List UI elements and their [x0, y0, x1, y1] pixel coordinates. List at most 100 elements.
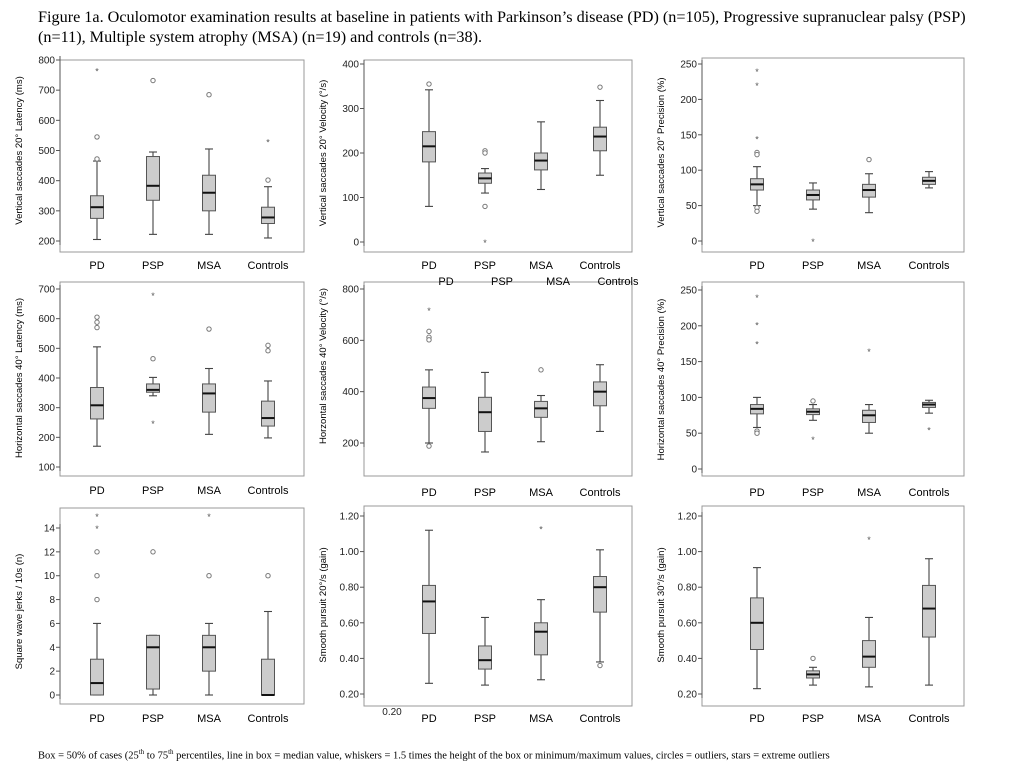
- x-category-label: PSP: [802, 260, 824, 272]
- iqr-box: [90, 386, 104, 420]
- y-tick-label: 800: [38, 56, 55, 67]
- y-tick-label: 200: [342, 439, 359, 450]
- x-category-label: Controls: [909, 260, 950, 272]
- y-tick-label: 100: [342, 193, 359, 204]
- y-tick-label: 1.20: [678, 512, 698, 523]
- footnote-text-3: percentiles, line in box = median value,…: [173, 750, 830, 762]
- x-category-label: MSA: [197, 713, 222, 725]
- x-category-label: PD: [749, 260, 764, 272]
- panel-frame: [701, 281, 965, 477]
- extreme-outlier-star: *: [811, 435, 815, 445]
- footnote-text-2: to 75: [144, 750, 169, 762]
- iqr-box: [422, 584, 436, 634]
- extreme-outlier-star: *: [755, 320, 759, 330]
- extreme-outlier-star: *: [95, 512, 99, 522]
- x-category-label: Controls: [580, 260, 621, 272]
- y-tick-label: 200: [38, 237, 55, 248]
- x-category-label: Controls: [248, 260, 289, 272]
- y-tick-label: 0.80: [678, 583, 698, 594]
- x-category-label: PD: [749, 713, 764, 725]
- figure-footnote: Box = 50% of cases (25th to 75th percent…: [38, 748, 1018, 762]
- extreme-outlier-star: *: [811, 237, 815, 247]
- extreme-outlier-star: *: [266, 137, 270, 147]
- y-tick-label: 1.00: [678, 547, 698, 558]
- outlier-circle: [94, 134, 100, 140]
- y-tick-label: 0.60: [678, 618, 698, 629]
- extreme-outlier-star: *: [483, 238, 487, 248]
- stray-category-label: PSP: [491, 276, 513, 288]
- y-axis-title: Smooth pursuit 30°/s (gain): [656, 547, 667, 662]
- y-tick-label: 700: [38, 285, 55, 296]
- outlier-circle: [150, 549, 156, 555]
- extreme-outlier-star: *: [755, 340, 759, 350]
- y-axis-title: Square wave jerks / 10s (n): [14, 554, 25, 670]
- y-tick-label: 250: [680, 60, 697, 71]
- y-tick-label: 1.20: [340, 512, 360, 523]
- x-category-label: PSP: [802, 487, 824, 499]
- iqr-box: [202, 634, 216, 672]
- chart-panel-5: 200 400 600 800 Horzontal saccades 40° Veloc…: [318, 281, 633, 499]
- y-axis-title: Smooth pursuit 20°/s (gain): [318, 547, 329, 662]
- outlier-circle: [265, 342, 271, 349]
- y-tick-label: 50: [686, 201, 698, 212]
- outlier-circle: [206, 573, 212, 579]
- extreme-outlier-star: *: [755, 293, 759, 303]
- chart-panel-1: 200 300 400 500 600 700 800 Vertical saccades 2…: [14, 56, 305, 272]
- y-tick-label: 300: [38, 206, 55, 217]
- y-tick-label: 600: [342, 336, 359, 347]
- y-tick-label: 200: [38, 433, 55, 444]
- chart-panel-2: 0 100 200 300 400 Vertical saccades 20° Veloc…: [318, 59, 633, 272]
- outlier-circle: [426, 328, 432, 335]
- outlier-circle: [94, 324, 100, 331]
- iqr-box: [478, 645, 492, 670]
- footnote-text-1: Box = 50% of cases (25: [38, 750, 139, 762]
- y-tick-label: 300: [38, 403, 55, 414]
- panel-frame: [363, 505, 633, 707]
- stray-category-label: PD: [438, 276, 453, 288]
- y-tick-label: 0: [49, 691, 55, 702]
- outlier-circle: [94, 573, 100, 579]
- outlier-circle: [150, 356, 156, 362]
- outlier-circle: [94, 596, 100, 603]
- iqr-box: [261, 658, 275, 696]
- extreme-outlier-star: *: [207, 512, 211, 522]
- outlier-circle: [94, 549, 100, 555]
- x-category-label: MSA: [197, 485, 222, 497]
- extreme-outlier-star: *: [867, 535, 871, 545]
- stray-category-label: Controls: [598, 276, 639, 288]
- outlier-circle: [482, 150, 488, 156]
- extreme-outlier-star: *: [95, 67, 99, 77]
- y-axis-title: Horzontal saccades 40° Velocity (°/s): [318, 288, 329, 444]
- y-tick-label: 400: [342, 60, 359, 71]
- footnote-sup-1: th: [138, 748, 145, 756]
- iqr-box: [593, 126, 607, 152]
- x-category-label: MSA: [529, 487, 554, 499]
- x-category-label: Controls: [580, 713, 621, 725]
- y-tick-label: 800: [342, 285, 359, 296]
- outlier-circle: [754, 151, 760, 158]
- chart-panel-9: 0.20 0.40 0.60 0.80 1.00 1.20 Smooth pursuit 3…: [656, 505, 965, 725]
- y-tick-label: 0.40: [340, 654, 360, 665]
- chart-panel-8: 0.20 0.40 0.60 0.80 1.00 1.20 Smooth pursuit 2…: [318, 505, 633, 725]
- stray-category-label: MSA: [546, 276, 571, 288]
- outlier-circle: [538, 367, 544, 373]
- y-tick-label: 400: [38, 374, 55, 385]
- y-tick-label: 14: [44, 524, 56, 535]
- x-category-label: Controls: [248, 485, 289, 497]
- x-category-label: MSA: [529, 713, 554, 725]
- y-tick-label: 12: [44, 547, 56, 558]
- x-category-label: PD: [749, 487, 764, 499]
- iqr-box: [146, 634, 160, 690]
- panel-frame: [363, 281, 633, 477]
- panel-frame: [701, 57, 965, 253]
- y-tick-label: 0.80: [340, 583, 360, 594]
- figure-caption: Figure 1a. Oculomotor examination result…: [38, 8, 966, 46]
- y-tick-label: 300: [342, 104, 359, 115]
- y-tick-label: 150: [680, 130, 697, 141]
- outlier-circle: [754, 430, 760, 436]
- y-tick-label: 0.20: [340, 690, 360, 701]
- outlier-circle: [810, 655, 816, 662]
- outlier-circle: [482, 203, 488, 210]
- y-tick-label: 500: [38, 146, 55, 157]
